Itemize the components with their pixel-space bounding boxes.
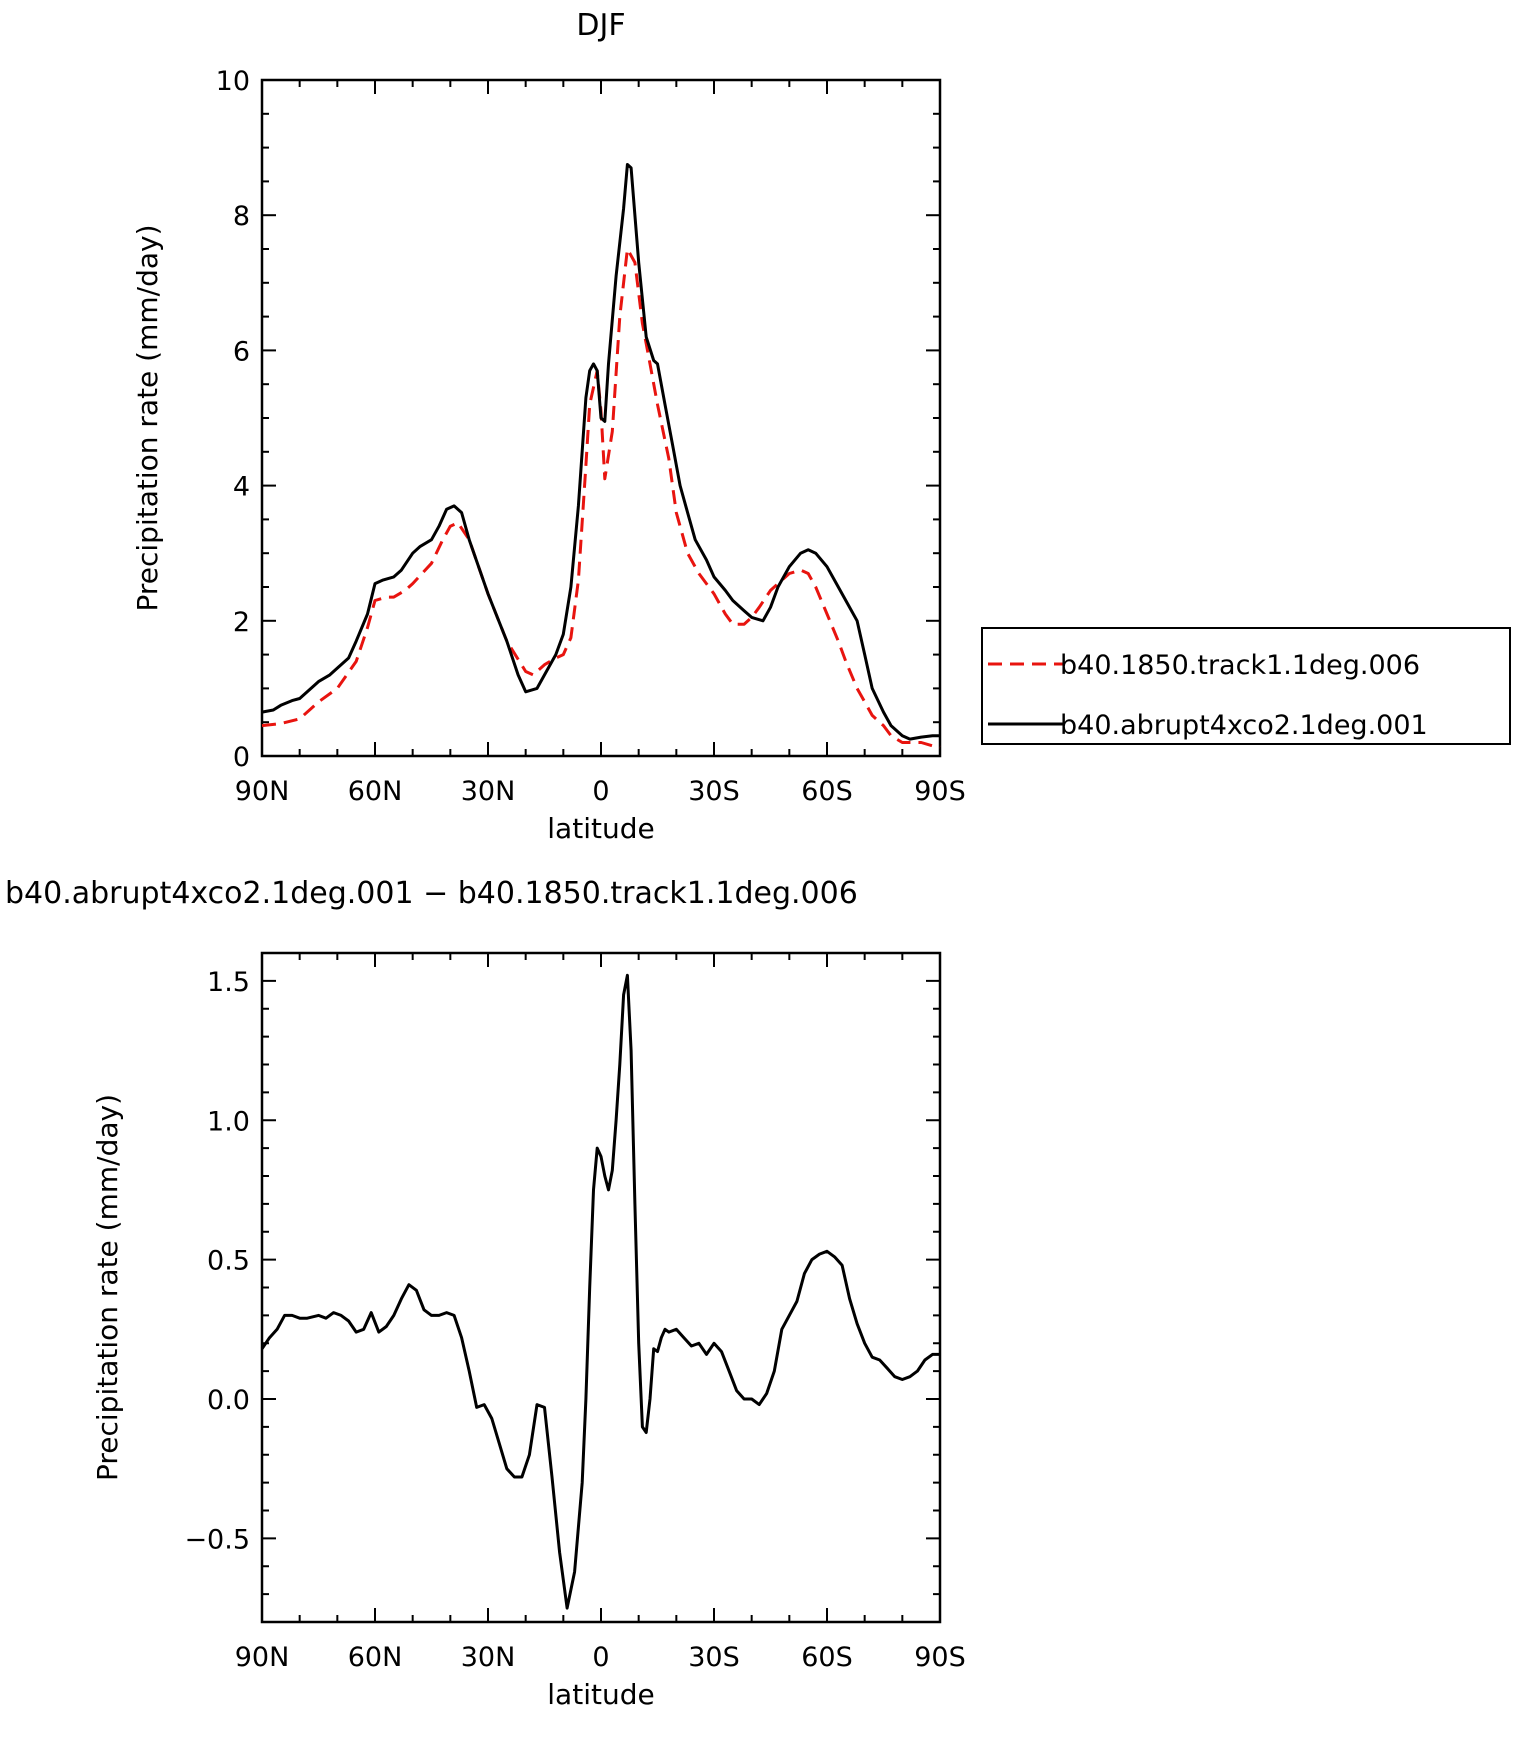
x-tick-label: 90N xyxy=(235,776,290,807)
x-tick-label: 30N xyxy=(461,1642,516,1673)
y-tick-label: 1.5 xyxy=(207,967,250,998)
x-tick-label: 0 xyxy=(592,1642,609,1673)
x-tick-label: 90S xyxy=(914,1642,966,1673)
x-axis-label: latitude xyxy=(547,1678,654,1711)
y-axis-label: Precipitation rate (mm/day) xyxy=(91,1094,124,1481)
y-tick-label: 1.0 xyxy=(207,1106,250,1137)
x-tick-label: 60N xyxy=(348,776,403,807)
x-tick-label: 30S xyxy=(688,776,740,807)
difference-precipitation-chart: b40.abrupt4xco2.1deg.001 − b40.1850.trac… xyxy=(5,876,966,1711)
x-tick-label: 60N xyxy=(348,1642,403,1673)
tick-marks xyxy=(261,79,941,757)
y-tick-label: 8 xyxy=(233,201,250,232)
x-tick-label: 60S xyxy=(801,776,853,807)
y-tick-label: 6 xyxy=(233,336,250,367)
x-tick-label: 30N xyxy=(461,776,516,807)
plot-frame xyxy=(260,951,942,1624)
y-tick-label: 0.0 xyxy=(207,1385,250,1416)
x-tick-label: 0 xyxy=(592,776,609,807)
x-tick-label: 60S xyxy=(801,1642,853,1673)
y-tick-label: 4 xyxy=(233,472,250,503)
chart-title: b40.abrupt4xco2.1deg.001 − b40.1850.trac… xyxy=(5,876,858,911)
x-axis-label: latitude xyxy=(547,812,654,845)
y-tick-label: 10 xyxy=(216,66,250,97)
chart-title: DJF xyxy=(576,8,625,43)
legend: b40.1850.track1.1deg.006 b40.abrupt4xco2.… xyxy=(981,627,1511,745)
tick-marks xyxy=(261,952,941,1623)
x-tick-label: 90N xyxy=(235,1642,290,1673)
x-tick-label: 30S xyxy=(688,1642,740,1673)
series-line-0 xyxy=(261,247,941,749)
y-tick-label: 2 xyxy=(233,607,250,638)
legend-label: b40.abrupt4xco2.1deg.001 xyxy=(1060,710,1428,741)
y-axis-label: Precipitation rate (mm/day) xyxy=(131,224,164,611)
x-tick-label: 90S xyxy=(914,776,966,807)
legend-label: b40.1850.track1.1deg.006 xyxy=(1060,650,1420,681)
y-tick-label: 0 xyxy=(233,742,250,773)
series-line-1 xyxy=(261,163,940,741)
djf-precipitation-chart: DJF 90N 60N 30N 0 30S 60S 90S 0 2 4 6 8 10 latitude Pre… xyxy=(131,8,966,845)
legend-box xyxy=(981,627,1511,745)
y-tick-label: 0.5 xyxy=(207,1246,250,1277)
y-tick-label: −0.5 xyxy=(184,1524,250,1555)
series-line-0 xyxy=(260,973,940,1610)
